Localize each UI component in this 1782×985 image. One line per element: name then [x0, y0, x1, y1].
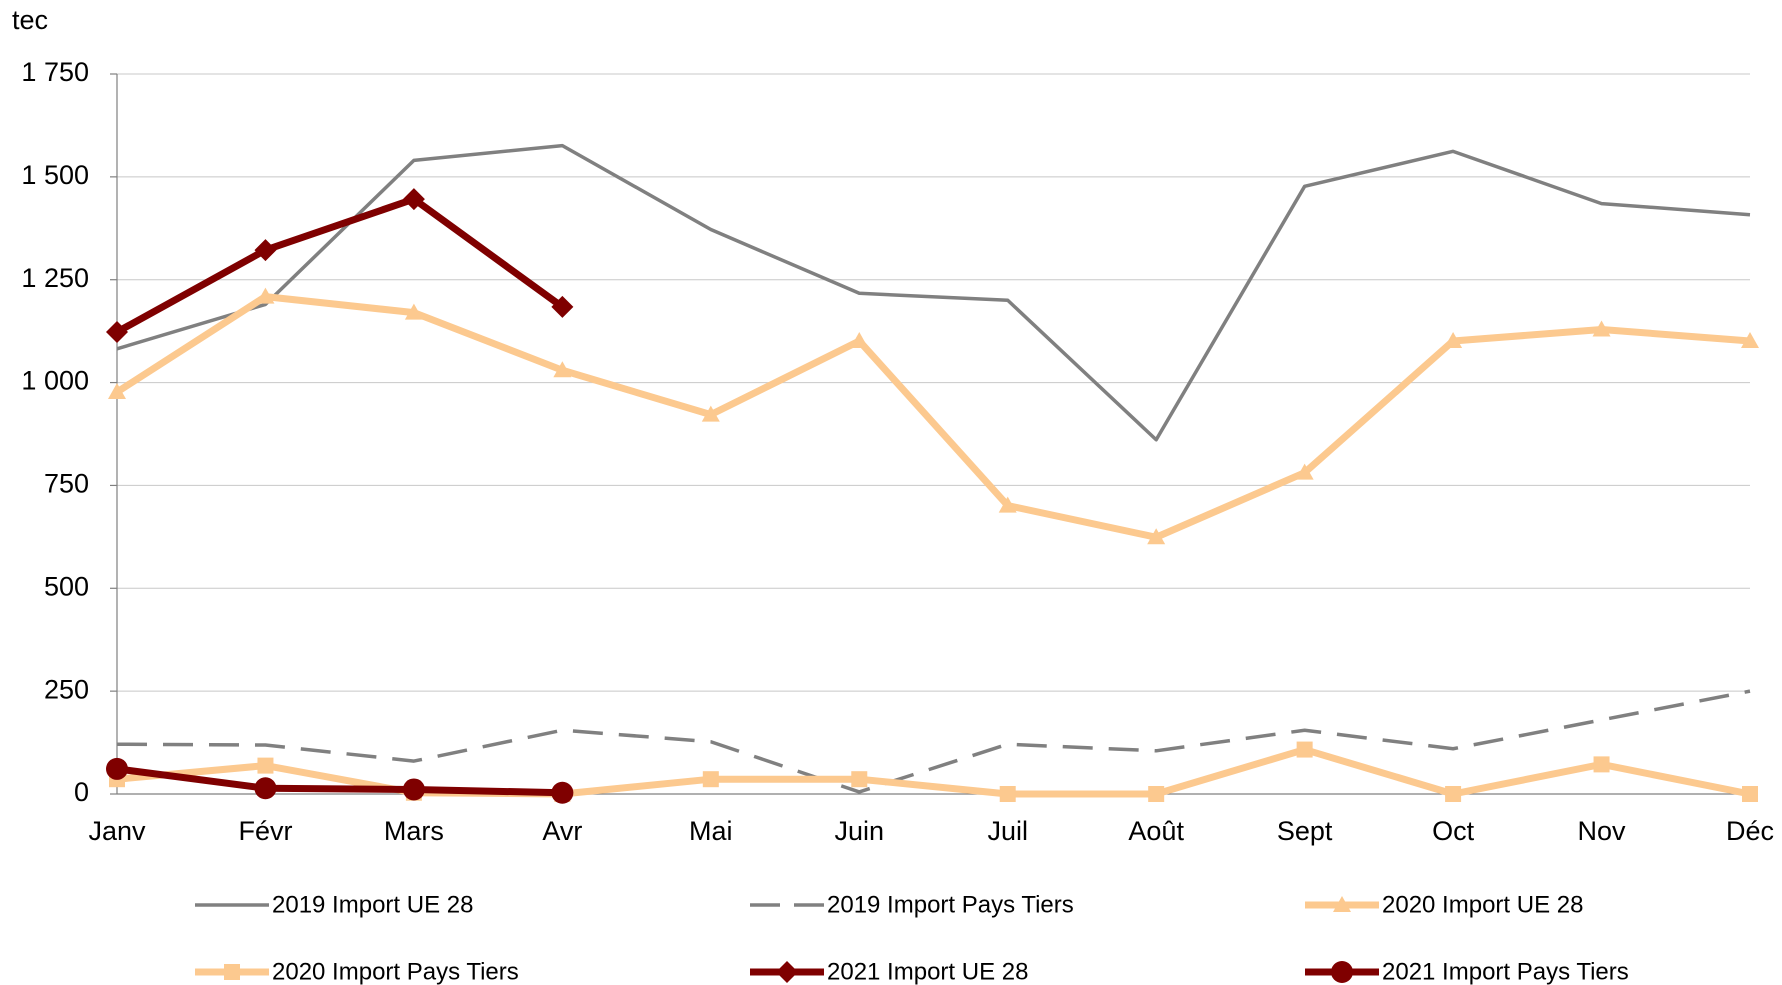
- marker: [701, 405, 720, 422]
- marker: [1593, 756, 1610, 773]
- legend-marker: [776, 961, 798, 983]
- x-tick-label: Oct: [1432, 816, 1475, 846]
- y-tick-label: 250: [44, 674, 89, 704]
- marker: [106, 320, 128, 343]
- x-tick-label: Nov: [1578, 816, 1627, 846]
- x-tick-label: Janv: [88, 816, 146, 846]
- marker: [1444, 332, 1463, 349]
- x-tick-label: Mai: [689, 816, 733, 846]
- marker: [999, 786, 1016, 802]
- marker: [851, 771, 868, 788]
- y-tick-label: 750: [44, 469, 89, 499]
- y-tick-label: 1 250: [21, 263, 89, 293]
- marker: [1445, 786, 1462, 802]
- y-tick-label: 0: [74, 777, 89, 807]
- marker: [1295, 463, 1314, 480]
- marker: [702, 771, 719, 788]
- marker: [257, 757, 274, 774]
- marker: [254, 777, 277, 800]
- marker: [551, 295, 574, 318]
- series-line: [115, 293, 1751, 541]
- y-tick-label: 1 000: [21, 366, 89, 396]
- marker: [1592, 320, 1611, 337]
- marker: [108, 383, 126, 400]
- marker: [1741, 332, 1759, 349]
- x-tick-label: Juil: [987, 816, 1028, 846]
- series-line: [116, 689, 1751, 794]
- y-tick-label: 1 500: [21, 160, 89, 190]
- x-tick-label: Sept: [1277, 816, 1333, 846]
- x-tick-label: Mars: [384, 816, 444, 846]
- marker: [106, 757, 128, 780]
- marker: [850, 332, 869, 349]
- marker: [551, 781, 574, 804]
- x-tick-label: Déc: [1726, 816, 1774, 846]
- marker: [998, 496, 1017, 513]
- series-line: [116, 765, 563, 797]
- legend-label: 2021 Import Pays Tiers: [1382, 958, 1629, 985]
- y-tick-label: 1 750: [21, 57, 89, 87]
- y-tick-label: 500: [44, 571, 89, 601]
- marker: [254, 239, 277, 262]
- legend-marker: [1333, 896, 1351, 912]
- legend-label: 2021 Import UE 28: [827, 958, 1028, 985]
- legend-marker: [224, 964, 240, 980]
- marker: [1147, 528, 1166, 545]
- legend-label: 2019 Import UE 28: [272, 891, 473, 918]
- x-tick-label: Août: [1128, 816, 1184, 846]
- x-tick-label: Avr: [542, 816, 582, 846]
- legend-label: 2019 Import Pays Tiers: [827, 891, 1074, 918]
- marker: [256, 287, 275, 304]
- legend-label: 2020 Import Pays Tiers: [272, 958, 519, 985]
- x-tick-label: Juin: [835, 816, 885, 846]
- series-line: [116, 143, 1751, 442]
- legend-label: 2020 Import UE 28: [1382, 891, 1583, 918]
- x-tick-label: Févr: [238, 816, 292, 846]
- marker: [402, 188, 425, 211]
- legend-marker: [1331, 961, 1353, 983]
- marker: [1296, 741, 1313, 758]
- y-axis-label: tec: [12, 5, 48, 35]
- marker: [1148, 786, 1165, 802]
- marker: [1742, 786, 1758, 802]
- marker: [402, 778, 425, 801]
- marker: [553, 361, 572, 378]
- marker: [404, 303, 423, 320]
- series-line: [115, 195, 565, 336]
